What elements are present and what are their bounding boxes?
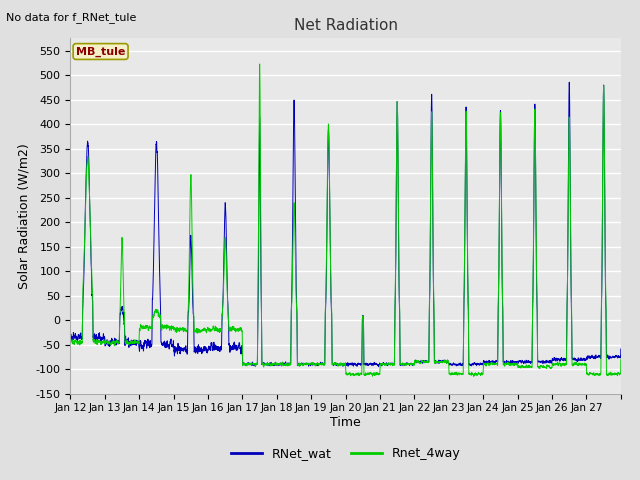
Text: No data for f_RNet_tule: No data for f_RNet_tule (6, 12, 137, 23)
RNet_wat (366, 361, 374, 367)
Rnet_4way (180, 325, 188, 331)
Rnet_4way (256, 61, 264, 67)
Rnet_4way (470, 373, 477, 379)
Rnet_4way (67, 328, 74, 334)
Rnet_4way (497, 117, 504, 123)
RNet_wat (375, 364, 383, 370)
Line: Rnet_4way: Rnet_4way (70, 64, 621, 376)
Title: Net Radiation: Net Radiation (294, 18, 397, 33)
RNet_wat (180, 346, 188, 351)
Rnet_4way (617, 357, 625, 362)
RNet_wat (538, 359, 546, 365)
Rnet_4way (524, 365, 532, 371)
Rnet_4way (366, 371, 374, 376)
RNet_wat (524, 359, 531, 364)
RNet_wat (617, 346, 625, 352)
Rnet_4way (396, 302, 403, 308)
Y-axis label: Solar Radiation (W/m2): Solar Radiation (W/m2) (17, 143, 30, 289)
RNet_wat (396, 307, 403, 312)
Line: RNet_wat: RNet_wat (70, 82, 621, 367)
Legend: RNet_wat, Rnet_4way: RNet_wat, Rnet_4way (226, 443, 465, 466)
RNet_wat (566, 79, 573, 85)
Text: MB_tule: MB_tule (76, 47, 125, 57)
Rnet_4way (538, 364, 546, 370)
RNet_wat (497, 110, 504, 116)
X-axis label: Time: Time (330, 416, 361, 429)
RNet_wat (67, 326, 74, 332)
